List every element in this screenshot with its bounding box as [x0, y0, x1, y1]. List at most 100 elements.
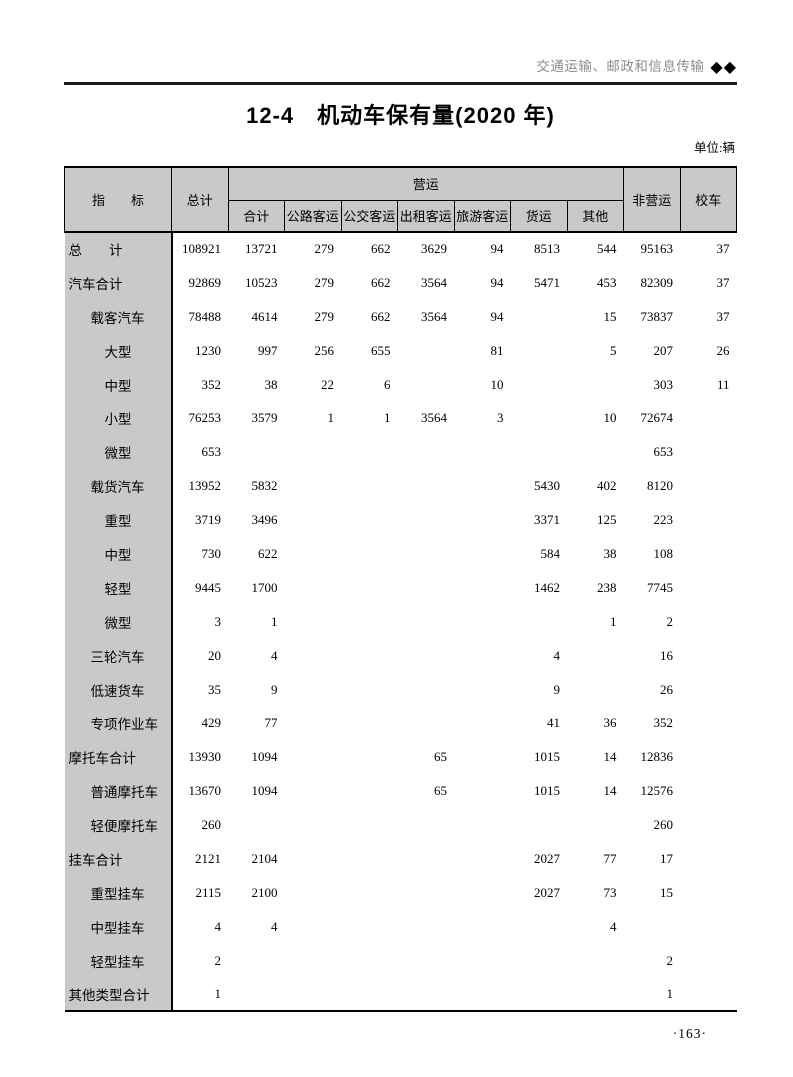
table-cell	[341, 774, 398, 809]
table-cell: 15	[567, 299, 624, 334]
table-cell: 2115	[171, 875, 228, 910]
table-cell: 14	[567, 740, 624, 775]
table-cell	[567, 672, 624, 707]
table-cell	[341, 537, 398, 571]
header-indicator: 指 标	[64, 166, 172, 233]
table-cell	[680, 808, 737, 843]
table-cell	[284, 875, 341, 910]
table-cell	[510, 977, 567, 1012]
table-cell: 1094	[228, 774, 285, 809]
table-cell: 94	[454, 232, 511, 266]
table-cell: 1	[171, 977, 228, 1012]
table-cell: 5430	[510, 469, 567, 504]
table-cell: 78488	[171, 299, 228, 334]
table-row: 轻型 9445 1700 1462 238 7745	[64, 570, 737, 605]
table-cell	[680, 604, 737, 639]
table-body: 总 计 108921 13721 279 662 3629 94 8513 544 95163 3…	[64, 232, 737, 1012]
table-row: 载客汽车 78488 4614 279 662 3564 94 15 73837 37	[64, 299, 737, 334]
table-cell	[510, 299, 567, 334]
diamond-icons: ◆◆	[710, 59, 737, 76]
table-cell	[454, 740, 511, 775]
table-cell: 11	[680, 367, 737, 402]
row-label: 总 计	[64, 232, 173, 266]
table-row: 总 计 108921 13721 279 662 3629 94 8513 544 95163 3…	[64, 232, 737, 266]
table-cell: 622	[228, 537, 285, 571]
table-row: 轻型挂车 2 2	[64, 943, 737, 978]
header-op-bus-passenger: 公交客运	[340, 199, 398, 233]
table-cell: 653	[171, 435, 228, 470]
table-cell: 223	[623, 503, 680, 538]
row-label: 微型	[64, 435, 173, 470]
page-title: 12-4 机动车保有量(2020 年)	[246, 103, 555, 128]
table-cell: 1	[284, 401, 341, 436]
table-cell	[284, 943, 341, 978]
table-row: 摩托车合计 13930 1094 65 1015 14 12836	[64, 740, 737, 775]
table-cell: 260	[623, 808, 680, 843]
table-cell: 17	[623, 842, 680, 876]
table-cell: 13952	[171, 469, 228, 504]
table-cell	[397, 570, 454, 605]
table-cell: 8120	[623, 469, 680, 504]
table-cell	[680, 740, 737, 775]
table-cell	[680, 706, 737, 741]
table-cell	[454, 909, 511, 944]
table-cell: 3564	[397, 265, 454, 300]
table-cell: 3629	[397, 232, 454, 266]
table-cell	[510, 808, 567, 843]
table-cell	[397, 333, 454, 368]
table-cell: 10	[454, 367, 511, 402]
row-label: 中型	[64, 537, 173, 571]
table-cell	[397, 367, 454, 402]
table-cell: 4	[510, 638, 567, 673]
table-cell: 77	[567, 842, 624, 876]
table-cell	[284, 537, 341, 571]
row-label: 大型	[64, 333, 173, 368]
table-cell: 108921	[171, 232, 228, 266]
table-cell	[567, 638, 624, 673]
table-cell	[510, 604, 567, 639]
table-cell: 13670	[171, 774, 228, 809]
header-op-tour-passenger: 旅游客运	[453, 199, 511, 233]
table-cell	[341, 435, 398, 470]
table-cell	[284, 570, 341, 605]
table-cell: 1015	[510, 774, 567, 809]
table-row: 小型 76253 3579 1 1 3564 3 10 72674	[64, 401, 737, 436]
table-cell: 8513	[510, 232, 567, 266]
table-cell: 453	[567, 265, 624, 300]
table-cell: 65	[397, 740, 454, 775]
table-cell	[454, 570, 511, 605]
header-op-road-passenger: 公路客运	[284, 199, 342, 233]
table-cell	[228, 435, 285, 470]
table-row: 中型 352 38 22 6 10 303 11	[64, 367, 737, 402]
table-cell: 2100	[228, 875, 285, 910]
table-cell: 15	[623, 875, 680, 910]
table-cell: 1	[228, 604, 285, 639]
table-cell	[341, 740, 398, 775]
table-cell: 2	[623, 943, 680, 978]
table-cell	[623, 909, 680, 944]
table-cell: 7745	[623, 570, 680, 605]
table-cell: 1230	[171, 333, 228, 368]
table-cell: 279	[284, 265, 341, 300]
table-cell	[284, 808, 341, 843]
table-cell: 95163	[623, 232, 680, 266]
table-cell: 125	[567, 503, 624, 538]
table-row: 微型 653 653	[64, 435, 737, 470]
header-op-taxi-passenger: 出租客运	[397, 199, 455, 233]
page-content: 交通运输、邮政和信息传输 ◆◆ 12-4 机动车保有量(2020 年) 单位:辆 …	[64, 0, 737, 1077]
table-cell	[284, 740, 341, 775]
table-cell: 352	[171, 367, 228, 402]
table-cell	[341, 909, 398, 944]
table-cell	[567, 367, 624, 402]
table-cell	[454, 537, 511, 571]
table-cell: 303	[623, 367, 680, 402]
table-cell: 1015	[510, 740, 567, 775]
table-cell	[228, 808, 285, 843]
table-cell	[228, 943, 285, 978]
table-row: 大型 1230 997 256 655 81 5 207 26	[64, 333, 737, 368]
row-label: 重型	[64, 503, 173, 538]
header-school-bus: 校车	[679, 166, 737, 233]
table-cell	[680, 943, 737, 978]
table-cell: 36	[567, 706, 624, 741]
